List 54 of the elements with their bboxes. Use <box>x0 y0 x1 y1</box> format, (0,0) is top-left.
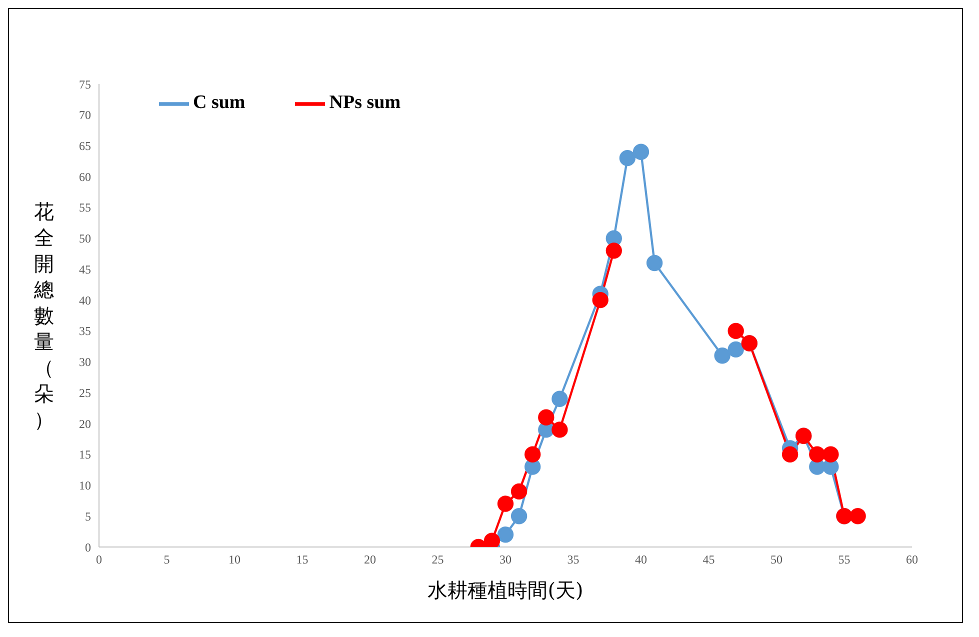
y-tick-label: 15 <box>79 448 91 462</box>
point <box>497 526 514 543</box>
point <box>524 446 541 462</box>
point <box>552 390 568 407</box>
y-tick-label: 5 <box>85 509 91 524</box>
y-tick-label: 35 <box>79 324 91 338</box>
y-tick-label: 75 <box>79 77 91 92</box>
x-axis-title: 水耕種植時間(天) <box>428 578 584 602</box>
y-tick-label: 45 <box>79 262 91 276</box>
y-tick-label: 0 <box>85 540 91 554</box>
point <box>510 483 528 500</box>
x-tick-label: 45 <box>702 552 715 567</box>
y-tick-label: 55 <box>79 200 91 215</box>
y-tick-label: 65 <box>79 138 91 153</box>
point <box>728 322 744 340</box>
text: 花全開總數量（朵） <box>34 200 54 432</box>
y-tick-label: 20 <box>79 416 91 431</box>
point <box>538 409 554 426</box>
x-tick-label: 0 <box>96 552 102 567</box>
point <box>484 532 500 547</box>
legend-label: NPs sum <box>329 92 401 113</box>
y-tick-label: 30 <box>79 355 91 370</box>
x-tick-label: 30 <box>500 552 512 567</box>
x-tick-label: 5 <box>164 552 170 567</box>
point <box>782 446 798 462</box>
point <box>714 348 730 364</box>
x-tick-label: 50 <box>770 552 782 567</box>
x-tick-label: 35 <box>567 552 580 567</box>
y-tick-label: 10 <box>79 478 91 493</box>
point <box>809 446 826 462</box>
y-tick-label: 60 <box>79 170 91 184</box>
x-tick-label: 60 <box>906 552 918 567</box>
point <box>497 496 514 512</box>
point <box>632 144 650 160</box>
point <box>728 341 744 358</box>
y-tick-label: 70 <box>79 108 91 122</box>
y-tick-label: 40 <box>79 293 91 308</box>
x-tick-label: 10 <box>228 552 240 567</box>
point <box>552 422 568 438</box>
x-tick-label: 20 <box>364 552 376 567</box>
y-tick-label: 50 <box>79 232 91 246</box>
x-tick-label: 55 <box>838 552 850 567</box>
point <box>619 150 636 166</box>
point <box>592 292 608 308</box>
point <box>850 508 866 524</box>
legend-label: C sum <box>193 92 246 113</box>
x-tick-label: 40 <box>635 552 647 567</box>
y-tick-label: 25 <box>79 386 91 400</box>
point <box>646 254 663 272</box>
x-tick-label: 15 <box>296 552 308 567</box>
point <box>606 242 622 259</box>
x-tick-label: 25 <box>432 552 444 567</box>
point <box>510 508 528 524</box>
point <box>822 446 839 462</box>
